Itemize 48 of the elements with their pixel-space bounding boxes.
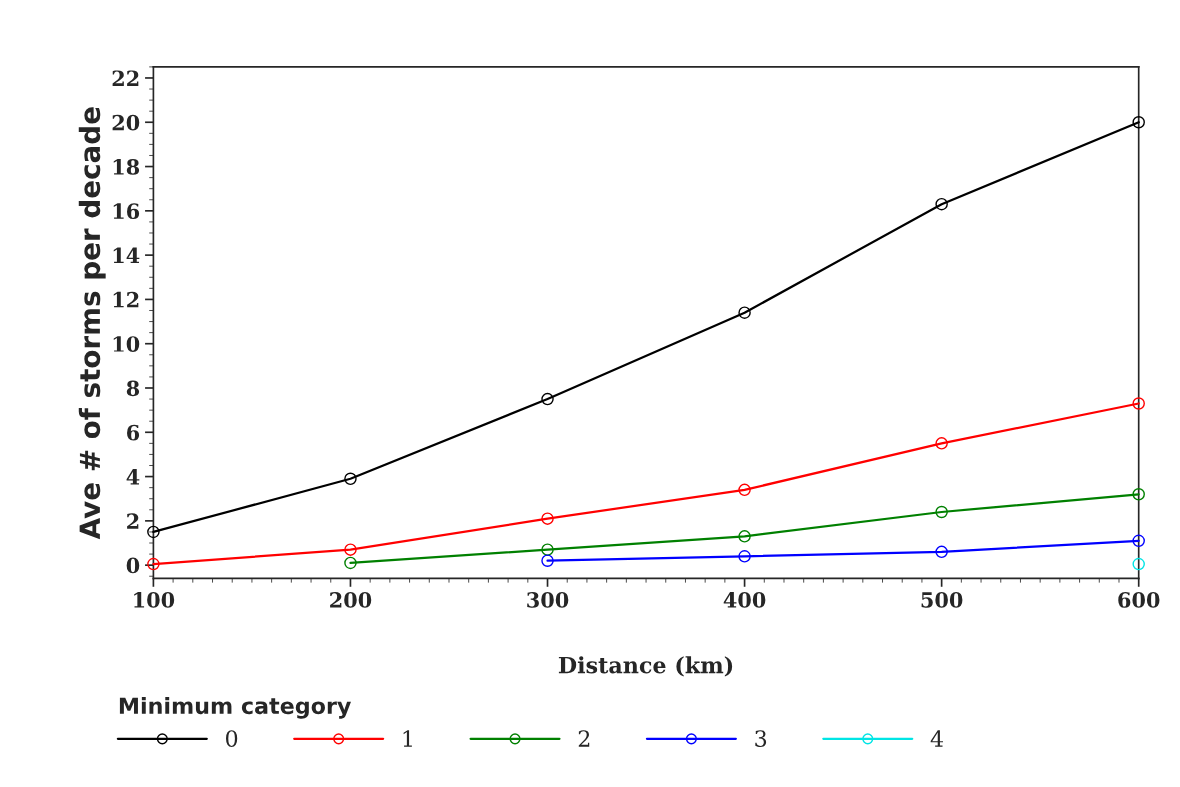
- point: [935, 505, 948, 519]
- point: [935, 437, 948, 450]
- legend-label: 1: [403, 730, 412, 747]
- y-tick-label: 6: [127, 424, 140, 441]
- y-tick-label: 16: [113, 203, 140, 220]
- legend-label: 0: [226, 730, 238, 747]
- y-tick-label: 22: [112, 70, 139, 86]
- y-tick-label: 14: [113, 247, 140, 264]
- y-tick-label: 12: [113, 291, 139, 308]
- point: [541, 543, 554, 556]
- point: [344, 472, 357, 486]
- point: [1132, 534, 1145, 548]
- point: [935, 197, 948, 211]
- legend-title: Minimum category: [119, 696, 351, 719]
- point: [541, 512, 554, 525]
- legend-label: 3: [755, 730, 767, 747]
- point: [935, 545, 948, 559]
- legend-label: 4: [930, 730, 944, 747]
- point: [1132, 557, 1145, 571]
- x-tick-label: 400: [723, 592, 766, 608]
- y-tick-label: 4: [126, 469, 140, 485]
- point: [738, 530, 751, 543]
- x-tick-label: 300: [527, 592, 569, 608]
- y-tick-label: 18: [113, 159, 140, 175]
- y-tick-label: 2: [127, 513, 139, 529]
- point: [1132, 116, 1145, 129]
- x-tick-label: 200: [330, 592, 372, 608]
- x-tick-label: 100: [134, 592, 175, 608]
- x-tick-label: 600: [1118, 592, 1160, 608]
- point: [1132, 397, 1145, 410]
- point: [541, 392, 554, 406]
- x-axis-title: Distance (km): [558, 656, 733, 677]
- point: [738, 483, 751, 497]
- legend-label: 2: [578, 730, 590, 747]
- point: [147, 525, 160, 539]
- x-tick-label: 500: [921, 592, 963, 608]
- point: [344, 543, 357, 556]
- y-tick-label: 10: [113, 336, 140, 352]
- y-axis-title: Ave # of storms per decade: [78, 107, 106, 540]
- point: [541, 554, 554, 567]
- point: [344, 556, 357, 570]
- point: [738, 306, 751, 319]
- y-tick-label: 20: [112, 114, 140, 131]
- y-tick-label: 8: [126, 380, 140, 397]
- point: [147, 557, 160, 571]
- y-tick-label: 0: [126, 557, 140, 574]
- point: [738, 550, 751, 563]
- point: [1132, 488, 1145, 501]
